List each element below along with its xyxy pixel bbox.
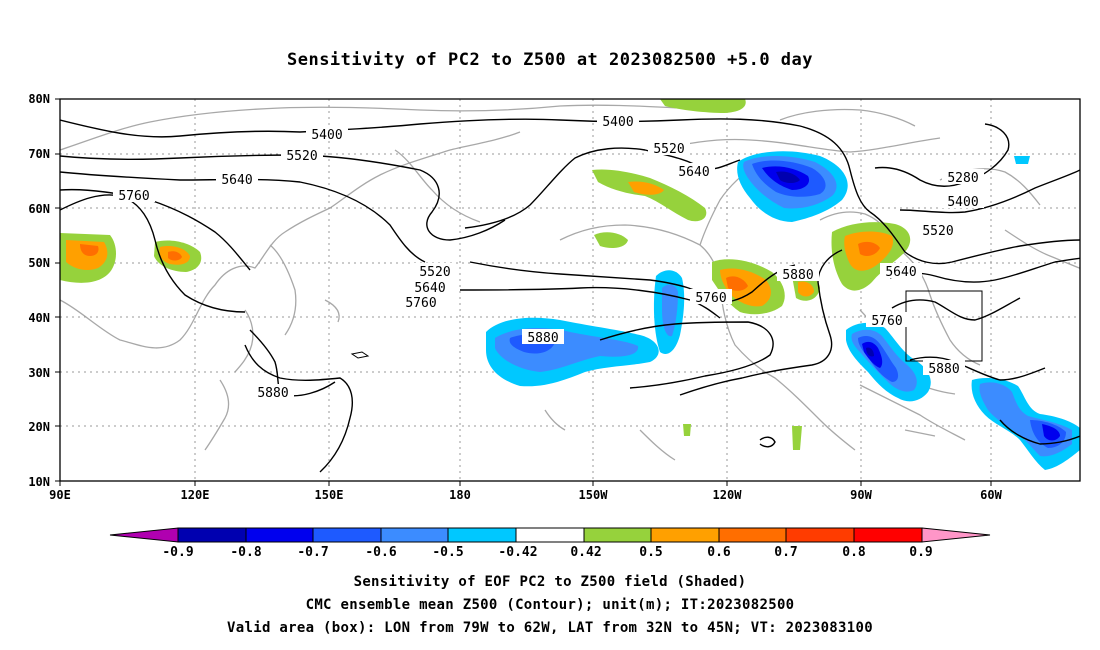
svg-text:5520: 5520 xyxy=(922,224,953,239)
colorbar-low-arrow xyxy=(109,527,179,543)
caption-contour: CMC ensemble mean Z500 (Contour); unit(m… xyxy=(305,597,795,613)
svg-text:5880: 5880 xyxy=(527,331,558,346)
svg-text:5520: 5520 xyxy=(286,149,317,164)
contour-label: 5520 xyxy=(414,263,456,280)
lon-label-90e: 90E xyxy=(49,488,71,502)
lon-label-120w: 120W xyxy=(712,488,742,502)
svg-text:5640: 5640 xyxy=(678,165,709,180)
colorbar-label: 0.7 xyxy=(774,545,798,560)
contour-label: 5760 xyxy=(866,312,908,329)
svg-text:5520: 5520 xyxy=(653,142,684,157)
lat-label-80n: 80N xyxy=(28,92,50,106)
contour-label: 5640 xyxy=(673,163,715,180)
colorbar-label: 0.42 xyxy=(570,545,602,560)
colorbar-label: -0.9 xyxy=(162,545,194,560)
lat-label-70n: 70N xyxy=(28,147,50,161)
lat-label-60n: 60N xyxy=(28,202,50,216)
tick-marks xyxy=(55,98,992,486)
colorbar-cell xyxy=(785,527,855,543)
contour-label: 5760 xyxy=(400,294,442,311)
lat-label-50n: 50N xyxy=(28,256,50,270)
z500-contours xyxy=(60,118,1080,473)
colorbar-label: -0.8 xyxy=(230,545,262,560)
svg-text:5760: 5760 xyxy=(871,314,902,329)
small-island xyxy=(350,351,370,359)
caption-valid-area: Valid area (box): LON from 79W to 62W, L… xyxy=(227,620,873,636)
svg-text:5520: 5520 xyxy=(419,265,450,280)
colorbar-label: -0.6 xyxy=(365,545,397,560)
svg-text:5760: 5760 xyxy=(118,189,149,204)
contour-label: 5400 xyxy=(942,193,984,210)
contour-label: 5880 xyxy=(777,266,819,283)
svg-text:5400: 5400 xyxy=(311,128,342,143)
colorbar-label: 0.5 xyxy=(639,545,663,560)
svg-text:5280: 5280 xyxy=(947,171,978,186)
colorbar-cell xyxy=(515,527,585,543)
colorbar-label: 0.6 xyxy=(707,545,731,560)
colorbar-cell xyxy=(447,527,517,543)
contour-label: 5880 xyxy=(923,360,965,377)
svg-text:5880: 5880 xyxy=(782,268,813,283)
coastlines xyxy=(60,104,1080,461)
colorbar-cell xyxy=(718,527,787,543)
contour-label: 5520 xyxy=(917,222,959,239)
map-frame xyxy=(59,98,1081,482)
colorbar-label: -0.42 xyxy=(498,545,538,560)
lat-label-10n: 10N xyxy=(28,475,50,489)
lon-label-60w: 60W xyxy=(980,488,1002,502)
colorbar-label: -0.7 xyxy=(297,545,329,560)
contour-label: 5760 xyxy=(113,187,155,204)
contour-label: 5880 xyxy=(522,329,564,346)
valid-area-box xyxy=(905,290,983,362)
lon-label-150e: 150E xyxy=(314,488,344,502)
svg-text:5760: 5760 xyxy=(695,291,726,306)
contour-label: 5640 xyxy=(216,171,258,188)
lon-label-150w: 150W xyxy=(578,488,608,502)
contour-label: 5760 xyxy=(690,289,732,306)
lat-label-20n: 20N xyxy=(28,420,50,434)
lon-label-180: 180 xyxy=(449,488,471,502)
colorbar-high-arrow xyxy=(921,527,991,543)
contour-label: 5640 xyxy=(880,263,922,280)
svg-text:5400: 5400 xyxy=(947,195,978,210)
svg-text:5760: 5760 xyxy=(405,296,436,311)
contour-label: 5880 xyxy=(252,384,294,401)
contour-label: 5640 xyxy=(409,279,451,296)
svg-text:5880: 5880 xyxy=(928,362,959,377)
lon-label-90w: 90W xyxy=(850,488,872,502)
contour-label: 5400 xyxy=(306,126,348,143)
svg-text:5880: 5880 xyxy=(257,386,288,401)
colorbar-label: 0.9 xyxy=(909,545,933,560)
colorbar-label: -0.5 xyxy=(432,545,464,560)
colorbar-cell xyxy=(853,527,923,543)
contour-labels: 5400 5400 5520 5520 5640 5640 5760 5760 … xyxy=(113,113,984,401)
colorbar-cell xyxy=(177,527,247,543)
colorbar xyxy=(109,527,991,543)
caption-shading: Sensitivity of EOF PC2 to Z500 field (Sh… xyxy=(353,574,747,590)
svg-text:5640: 5640 xyxy=(221,173,252,188)
lat-label-40n: 40N xyxy=(28,311,50,325)
lon-label-120e: 120E xyxy=(180,488,210,502)
colorbar-cell xyxy=(245,527,314,543)
contour-label: 5280 xyxy=(942,169,984,186)
svg-text:5640: 5640 xyxy=(885,265,916,280)
svg-text:5640: 5640 xyxy=(414,281,445,296)
colorbar-cell xyxy=(312,527,382,543)
colorbar-cell xyxy=(583,527,652,543)
contour-label: 5400 xyxy=(597,113,639,130)
svg-text:5400: 5400 xyxy=(602,115,633,130)
contour-label: 5520 xyxy=(648,140,690,157)
colorbar-cell xyxy=(380,527,449,543)
map-title: Sensitivity of PC2 to Z500 at 2023082500… xyxy=(286,50,813,70)
contour-label: 5520 xyxy=(281,147,323,164)
colorbar-cell xyxy=(650,527,720,543)
lat-label-30n: 30N xyxy=(28,366,50,380)
colorbar-label: 0.8 xyxy=(842,545,866,560)
